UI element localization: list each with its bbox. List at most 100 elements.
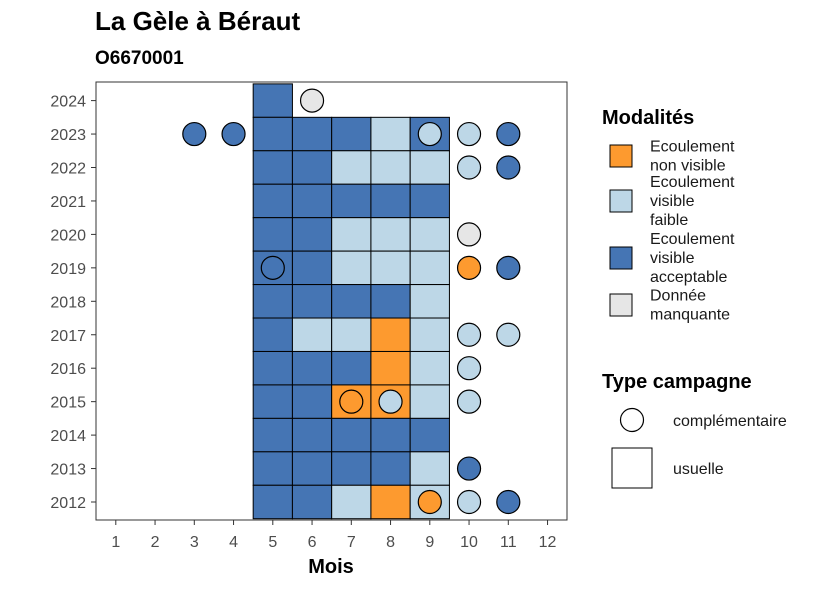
tile-2013-9 bbox=[409, 451, 450, 486]
legend-label-va: acceptable bbox=[650, 269, 727, 286]
y-tick-label: 2022 bbox=[50, 161, 86, 178]
tile-2020-5 bbox=[252, 217, 293, 252]
tile-2019-9 bbox=[409, 250, 450, 286]
point-2023-3 bbox=[182, 121, 207, 147]
x-tick-label: 5 bbox=[268, 534, 277, 551]
tile-2019-7 bbox=[331, 250, 372, 286]
x-tick-label: 7 bbox=[347, 534, 356, 551]
tile-2020-8 bbox=[370, 217, 411, 252]
tile-2023-6 bbox=[291, 116, 333, 152]
x-tick-label: 8 bbox=[386, 534, 395, 551]
tile-2014-7 bbox=[331, 417, 372, 453]
tile-2021-6 bbox=[291, 183, 333, 219]
y-tick-label: 2018 bbox=[50, 294, 86, 311]
legend-key-va bbox=[609, 246, 633, 270]
tile-2017-9 bbox=[409, 317, 450, 352]
chart-title: La Gèle à Béraut bbox=[95, 6, 301, 36]
tile-2013-8 bbox=[370, 451, 411, 486]
tile-2021-9 bbox=[409, 183, 450, 219]
tile-2016-8 bbox=[370, 350, 411, 386]
legend-label-va: visible bbox=[650, 250, 695, 267]
point-2023-11 bbox=[496, 121, 521, 147]
point-2013-10 bbox=[456, 456, 482, 481]
point-2024-6 bbox=[299, 88, 325, 113]
tile-2014-5 bbox=[252, 417, 293, 453]
tile-2020-9 bbox=[409, 217, 450, 252]
point-2022-10 bbox=[456, 155, 482, 180]
legend-key-vf bbox=[609, 189, 633, 213]
point-2019-10 bbox=[456, 255, 482, 280]
y-tick-label: 2017 bbox=[50, 328, 86, 345]
tile-2024-5 bbox=[252, 83, 293, 118]
legend-modalites-title: Modalités bbox=[602, 107, 694, 129]
tile-2023-8 bbox=[370, 116, 411, 152]
legend-label-dm: Donnée bbox=[650, 288, 706, 305]
legend-label-vf: faible bbox=[650, 212, 688, 229]
y-tick-label: 2020 bbox=[50, 227, 86, 244]
tile-2022-8 bbox=[370, 150, 411, 185]
legend-label-complementaire: complémentaire bbox=[673, 413, 787, 430]
tile-2017-8 bbox=[370, 317, 411, 352]
point-2017-10 bbox=[456, 322, 482, 347]
legend-campagne: Type campagne complémentaire usuelle bbox=[602, 371, 787, 489]
tile-2019-6 bbox=[291, 250, 333, 286]
tile-2022-6 bbox=[291, 150, 333, 185]
legend-label-nv: non visible bbox=[650, 158, 726, 175]
y-tick-label: 2016 bbox=[50, 361, 86, 378]
tile-2012-5 bbox=[252, 484, 293, 520]
tile-2016-6 bbox=[291, 350, 333, 386]
tile-2018-6 bbox=[291, 284, 333, 319]
y-tick-label: 2021 bbox=[50, 194, 86, 211]
tile-2017-7 bbox=[331, 317, 372, 352]
legend-label-va: Ecoulement bbox=[650, 231, 735, 248]
plot-area bbox=[95, 81, 568, 521]
tile-2014-8 bbox=[370, 417, 411, 453]
tile-2021-7 bbox=[331, 183, 372, 219]
point-2022-11 bbox=[496, 155, 521, 180]
x-tick-label: 9 bbox=[425, 534, 434, 551]
y-tick-label: 2013 bbox=[50, 462, 86, 479]
x-tick-label: 12 bbox=[539, 534, 557, 551]
tile-2017-6 bbox=[291, 317, 333, 352]
point-2019-11 bbox=[496, 255, 521, 280]
tile-2014-6 bbox=[291, 417, 333, 453]
tile-2018-9 bbox=[409, 284, 450, 319]
point-2012-11 bbox=[496, 489, 521, 515]
tile-2016-9 bbox=[409, 350, 450, 386]
x-tick-label: 1 bbox=[111, 534, 120, 551]
tile-2023-7 bbox=[331, 116, 372, 152]
legend-key-circle bbox=[619, 407, 645, 433]
x-tick-label: 3 bbox=[190, 534, 199, 551]
y-tick-label: 2019 bbox=[50, 261, 86, 278]
tile-2012-8 bbox=[370, 484, 411, 520]
legend-label-usuelle: usuelle bbox=[673, 461, 724, 478]
y-tick-label: 2012 bbox=[50, 495, 86, 512]
tile-2016-5 bbox=[252, 350, 293, 386]
legend-key-nv bbox=[609, 144, 633, 168]
tile-2015-6 bbox=[291, 384, 333, 419]
tile-2016-7 bbox=[331, 350, 372, 386]
chart-subtitle: O6670001 bbox=[95, 48, 184, 69]
point-2023-9 bbox=[417, 121, 442, 147]
legend-key-dm bbox=[609, 293, 633, 317]
legend-label-nv: Ecoulement bbox=[650, 139, 735, 156]
legend-label-vf: visible bbox=[650, 193, 695, 210]
x-tick-label: 10 bbox=[460, 534, 478, 551]
tile-2018-7 bbox=[331, 284, 372, 319]
tile-2021-5 bbox=[252, 183, 293, 219]
usuelle-tiles bbox=[252, 83, 450, 520]
tile-2020-7 bbox=[331, 217, 372, 252]
tile-2019-8 bbox=[370, 250, 411, 286]
tile-2015-9 bbox=[409, 384, 450, 419]
tile-2023-5 bbox=[252, 116, 293, 152]
tile-2014-9 bbox=[409, 417, 450, 453]
tile-2013-6 bbox=[291, 451, 333, 486]
point-2015-10 bbox=[456, 389, 482, 414]
point-2012-10 bbox=[456, 489, 482, 515]
tile-2022-9 bbox=[409, 150, 450, 185]
tile-2013-7 bbox=[331, 451, 372, 486]
point-2016-10 bbox=[456, 356, 482, 381]
legend-key-square bbox=[611, 447, 653, 489]
y-axis: 2012 2013 2014 2015 2016 2017 2018 2019 2020 2021… bbox=[50, 94, 96, 512]
